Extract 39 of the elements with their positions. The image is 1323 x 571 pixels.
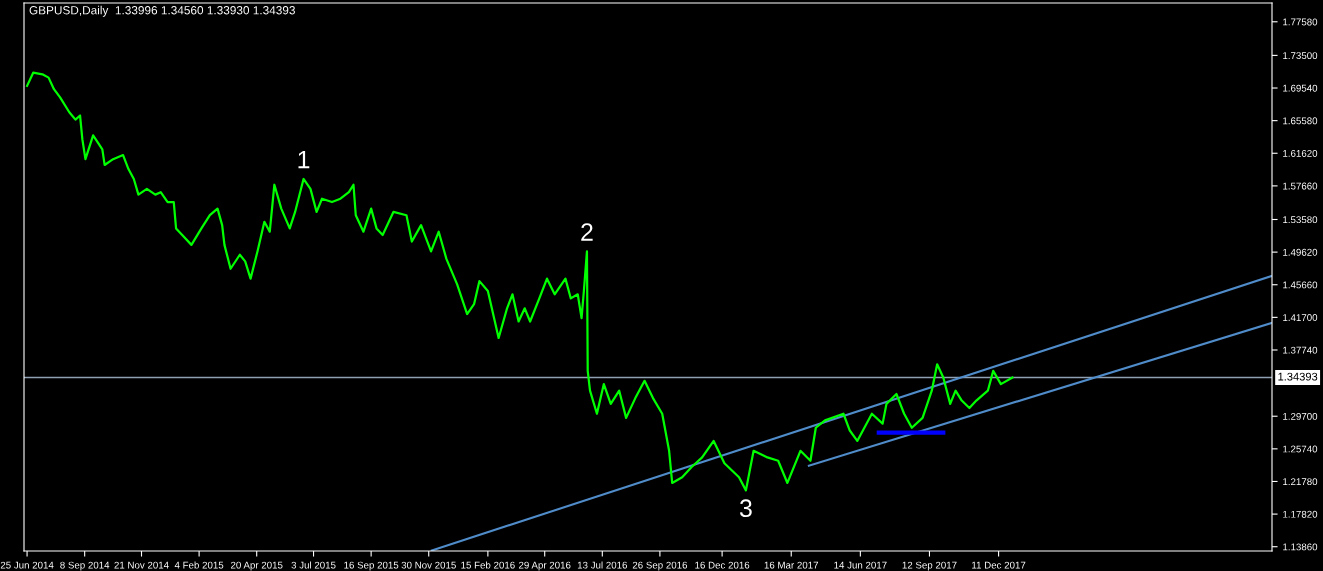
x-tick-label: 26 Sep 2016 xyxy=(632,561,688,571)
x-tick-label: 4 Feb 2015 xyxy=(174,561,224,569)
y-tick-label: 1.25740 xyxy=(1283,445,1318,453)
y-tick-label: 1.69540 xyxy=(1283,84,1318,92)
y-tick-label: 1.77580 xyxy=(1283,18,1318,26)
y-tick-label: 1.13860 xyxy=(1283,543,1318,551)
x-tick-label: 13 Jul 2016 xyxy=(577,561,628,569)
y-tick-label: 1.61620 xyxy=(1283,150,1318,157)
annotation: 1 xyxy=(298,151,310,169)
x-tick-label: 8 Sep 2014 xyxy=(60,561,110,571)
annotation: 2 xyxy=(581,223,593,241)
x-tick-label: 16 Dec 2016 xyxy=(695,561,750,569)
y-tick-label: 1.49620 xyxy=(1283,248,1318,256)
y-tick-label: 1.73500 xyxy=(1283,52,1318,60)
x-tick-label: 30 Nov 2015 xyxy=(401,561,456,569)
x-tick-label: 11 Dec 2017 xyxy=(972,561,1026,569)
y-tick-label: 1.17820 xyxy=(1283,510,1318,518)
y-tick-label: 1.29700 xyxy=(1283,412,1318,420)
ref-line-label: 1.34393 xyxy=(1278,372,1318,381)
y-tick-label: 1.41700 xyxy=(1283,314,1318,321)
y-tick-label: 1.65580 xyxy=(1283,117,1318,125)
x-tick-label: 29 Apr 2016 xyxy=(518,561,571,571)
line-series xyxy=(25,71,1014,492)
y-tick-label: 1.21780 xyxy=(1283,478,1318,486)
y-tick-label: 1.37740 xyxy=(1283,346,1318,354)
x-tick-label: 20 Apr 2015 xyxy=(230,561,283,571)
y-tick-label: 1.57660 xyxy=(1283,182,1318,190)
x-tick-label: 25 Jun 2014 xyxy=(0,561,54,569)
x-tick-label: 21 Nov 2014 xyxy=(114,561,169,569)
x-tick-label: 14 Jun 2017 xyxy=(834,561,887,569)
x-tick-label: 3 Jul 2015 xyxy=(291,561,336,569)
chart-title: GBPUSD,Daily 1.33996 1.34560 1.33930 1.34393 xyxy=(29,5,295,17)
x-tick-label: 12 Sep 2017 xyxy=(902,561,957,571)
x-tick-label: 16 Sep 2015 xyxy=(344,561,399,571)
y-tick-label: 1.53580 xyxy=(1283,216,1318,224)
x-tick-label: 15 Feb 2016 xyxy=(461,561,515,569)
y-tick-label: 1.45660 xyxy=(1283,281,1318,289)
x-tick-label: 16 Mar 2017 xyxy=(764,561,819,569)
annotation: 3 xyxy=(739,499,752,518)
